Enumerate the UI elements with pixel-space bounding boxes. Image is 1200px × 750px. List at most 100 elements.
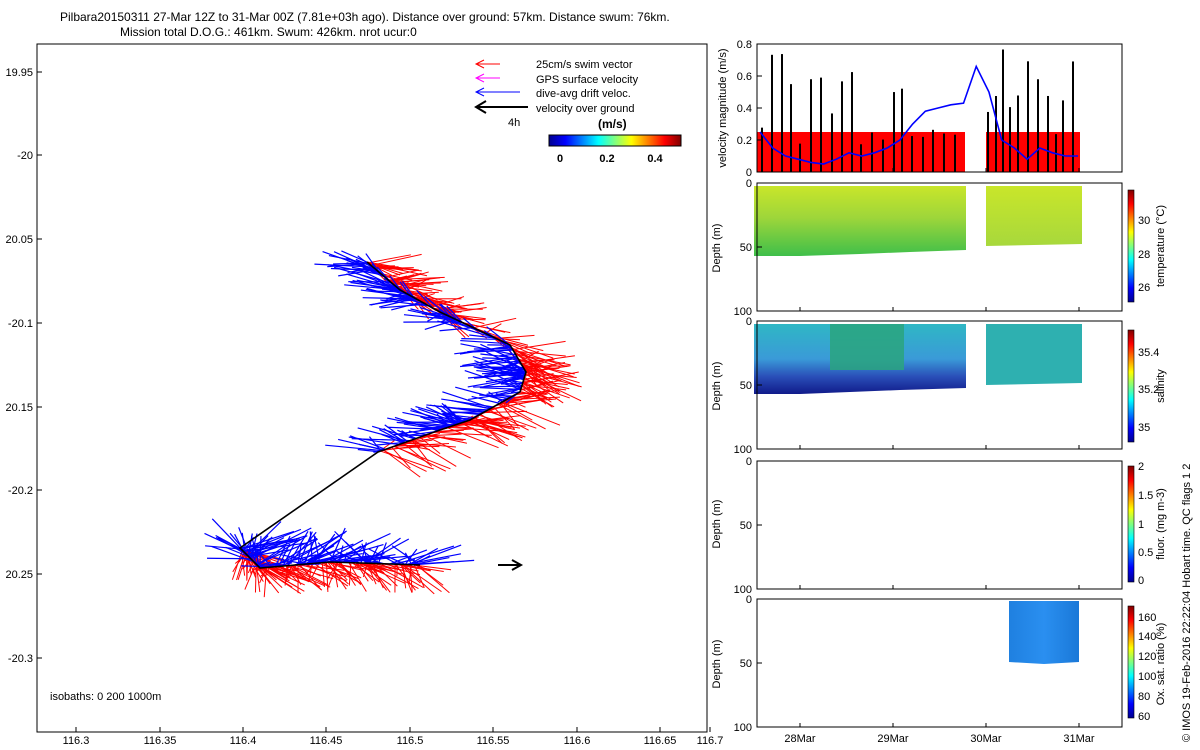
swim-vector [521, 365, 551, 392]
swim-vector [308, 563, 313, 582]
swim-vector [401, 564, 435, 595]
swim-vector [513, 350, 566, 357]
swim-vector [281, 565, 298, 582]
oxygen-cb-tick-0: 160 [1138, 612, 1156, 624]
drift-vector [278, 543, 291, 567]
legend-swim-arrow [474, 59, 500, 69]
map-panel: 116.3 116.35 116.4 116.45 116.5 116.55 116.6 11… [5, 43, 723, 747]
depth-tick-label: 0 [746, 456, 752, 468]
fluor-cb-tick-4: 0 [1138, 575, 1144, 587]
swim-vector [424, 435, 471, 459]
swim-vector [522, 381, 570, 399]
map-xtick-label: 116.6 [564, 735, 591, 747]
drift-vector [360, 289, 413, 298]
vel-ytick-label: 0 [746, 167, 752, 179]
swim-vector [268, 566, 288, 580]
drift-vector [287, 531, 309, 566]
fluor-ylabel: Depth (m) [711, 500, 723, 549]
drift-vector [467, 376, 525, 388]
drift-vector [211, 518, 244, 552]
drift-vector [333, 266, 393, 285]
drift-vector [510, 387, 522, 394]
swim-vector [495, 395, 538, 407]
swim-vector [488, 409, 529, 431]
swim-vector [497, 403, 546, 430]
oxygen-cb-tick-3: 100 [1138, 671, 1156, 683]
drift-vector [377, 542, 387, 564]
drift-vector [260, 554, 317, 569]
drift-vector [371, 425, 415, 440]
drift-vector [258, 562, 279, 567]
map-xtick-label: 116.45 [310, 735, 343, 747]
swim-vector [391, 446, 411, 469]
depth-tick-label: 0 [746, 594, 752, 606]
temperature-cb-tick-0: 30 [1138, 215, 1150, 227]
swim-vector [277, 566, 310, 583]
depth-tick-label: 50 [740, 658, 752, 670]
salinity-cb-tick-2: 35 [1138, 422, 1150, 434]
temperature-cblabel: temperature (°C) [1155, 205, 1167, 287]
map-xtick-label: 116.3 [63, 735, 90, 747]
drift-vector [338, 545, 344, 563]
drift-vector [497, 372, 525, 380]
depth-tick-label: 100 [734, 306, 752, 318]
swim-vector [522, 364, 557, 369]
drift-vector [404, 548, 418, 565]
swim-vector [370, 253, 422, 266]
drift-vector [471, 395, 500, 404]
drift-vector [307, 540, 339, 565]
salinity-panel: Depth (m) 35.4 35.2 35 salinity [711, 320, 1167, 450]
legend-swim-label: 25cm/s swim vector [536, 59, 633, 71]
map-ytick-label: 20.05 [5, 234, 33, 246]
temperature-cb-tick-2: 26 [1138, 282, 1150, 294]
drift-vector [450, 321, 462, 324]
swim-vector [395, 285, 433, 292]
drift-vector [381, 433, 404, 444]
swim-vector [390, 272, 422, 283]
drift-vector [250, 527, 312, 560]
drift-vector [460, 339, 507, 345]
vel-ytick-label: 0.6 [737, 71, 752, 83]
swim-vector [525, 372, 577, 379]
drift-vector [392, 425, 453, 436]
drift-vector [325, 444, 383, 452]
oxygen-cb-tick-1: 140 [1138, 631, 1156, 643]
swim-vector [461, 422, 490, 438]
fluor-cb-tick-1: 1.5 [1138, 490, 1153, 502]
swim-vector [507, 393, 546, 400]
drift-vector [238, 527, 252, 560]
drift-vector [459, 345, 511, 355]
drift-vector [333, 545, 362, 563]
swim-vector [493, 406, 515, 430]
salinity-ylabel: Depth (m) [711, 362, 723, 411]
drift-vector [365, 253, 380, 273]
oxygen-colorbar [1127, 605, 1135, 719]
salinity-cb-tick-0: 35.4 [1138, 347, 1159, 359]
drift-vector [511, 380, 523, 384]
swim-vector [382, 449, 427, 472]
track-line [238, 261, 527, 569]
swim-vector [231, 550, 243, 580]
drift-vector [370, 285, 404, 293]
drift-vector [446, 305, 463, 323]
swim-vector [520, 391, 547, 398]
oxygen-ylabel: Depth (m) [711, 640, 723, 689]
drift-vector [488, 391, 503, 403]
swim-vector [522, 382, 547, 405]
drift-vector [248, 537, 285, 558]
colorbar-bar [548, 134, 682, 147]
swim-vector [515, 389, 560, 396]
drift-vector [444, 413, 458, 425]
swim-vector [357, 562, 386, 572]
legend-drift-label: dive-avg drift veloc. [536, 88, 631, 100]
drift-vector [441, 398, 494, 408]
drift-vector [461, 338, 498, 340]
drift-vector [500, 382, 523, 385]
drift-vector [403, 314, 458, 321]
drift-vector [378, 297, 416, 308]
colorbar-tick-0: 0 [557, 153, 563, 165]
drift-vector [322, 251, 379, 272]
depth-tick-label: 50 [740, 380, 752, 392]
map-axes [36, 43, 708, 733]
